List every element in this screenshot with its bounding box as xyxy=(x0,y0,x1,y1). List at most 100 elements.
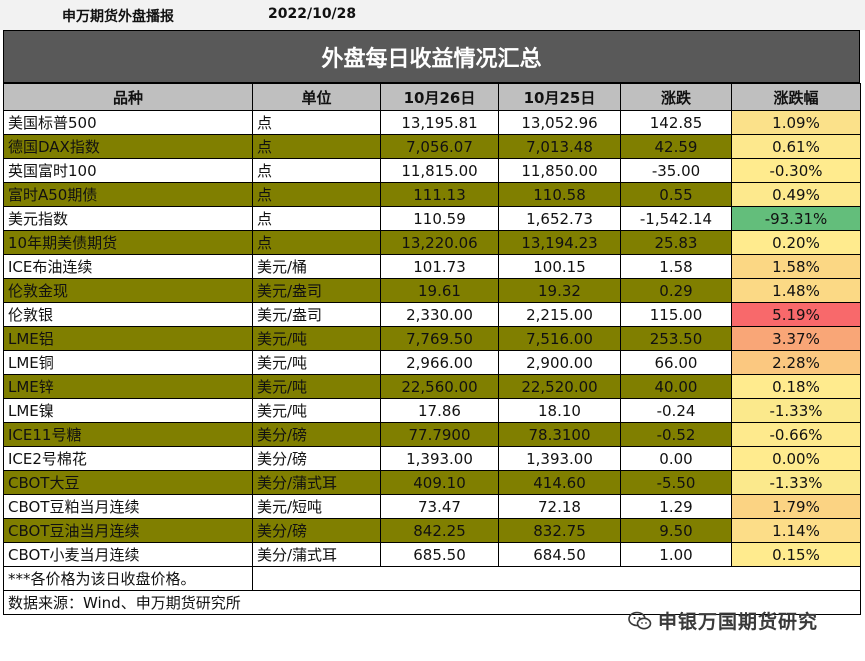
row-unit: 点 xyxy=(252,206,381,231)
row-change: -0.24 xyxy=(620,398,732,423)
row-name: ICE2号棉花 xyxy=(3,446,253,471)
row-change-pct: 0.20% xyxy=(731,230,861,255)
row-name: CBOT小麦当月连续 xyxy=(3,542,253,567)
col-header-pct: 涨跌幅 xyxy=(731,83,861,111)
row-value-d25: 2,215.00 xyxy=(498,302,621,327)
row-name: 美国标普500 xyxy=(3,110,253,135)
row-unit: 美元/吨 xyxy=(252,374,381,399)
row-name: ICE11号糖 xyxy=(3,422,253,447)
row-value-d26: 7,769.50 xyxy=(380,326,499,351)
row-change-pct: 0.00% xyxy=(731,446,861,471)
org-name: 申万期货外盘播报 xyxy=(62,9,174,25)
row-change: 66.00 xyxy=(620,350,732,375)
row-value-d25: 72.18 xyxy=(498,494,621,519)
row-change-pct: -0.66% xyxy=(731,422,861,447)
summary-table: 品种 单位 10月26日 10月25日 涨跌 涨跌幅 美国标普500 点 13,19… xyxy=(3,83,861,615)
row-unit: 美元/吨 xyxy=(252,350,381,375)
table-row: 美元指数点 110.59 1,652.73 -1,542.14 -93.31% xyxy=(3,206,861,231)
row-unit: 美元/桶 xyxy=(252,254,381,279)
row-name: 伦敦金现 xyxy=(3,278,253,303)
row-change-pct: -0.30% xyxy=(731,158,861,183)
row-value-d26: 110.59 xyxy=(380,206,499,231)
row-value-d26: 13,220.06 xyxy=(380,230,499,255)
row-change: 42.59 xyxy=(620,134,732,159)
footer-note-row: ***各价格为该日收盘价格。 xyxy=(3,566,861,591)
row-change: 40.00 xyxy=(620,374,732,399)
table-row: LME镍 美元/吨 17.86 18.10 -0.24 -1.33% xyxy=(3,398,861,423)
row-value-d26: 2,966.00 xyxy=(380,350,499,375)
row-unit: 点 xyxy=(252,182,381,207)
table-row: CBOT豆粕当月连续 美元/短吨 73.47 72.18 1.29 1.79% xyxy=(3,494,861,519)
row-unit: 点 xyxy=(252,134,381,159)
table-title: 外盘每日收益情况汇总 xyxy=(3,30,860,83)
row-value-d26: 11,815.00 xyxy=(380,158,499,183)
row-change: -1,542.14 xyxy=(620,206,732,231)
col-header-d25: 10月25日 xyxy=(498,83,621,111)
row-change: -0.52 xyxy=(620,422,732,447)
row-change-pct: 1.14% xyxy=(731,518,861,543)
row-value-d26: 73.47 xyxy=(380,494,499,519)
row-value-d26: 22,560.00 xyxy=(380,374,499,399)
footer-note-empty xyxy=(252,566,861,591)
row-name: LME锌 xyxy=(3,374,253,399)
row-unit: 美分/磅 xyxy=(252,422,381,447)
row-name: LME铝 xyxy=(3,326,253,351)
row-unit: 美元/短吨 xyxy=(252,494,381,519)
row-name: 德国DAX指数 xyxy=(3,134,253,159)
row-change-pct: 0.61% xyxy=(731,134,861,159)
row-name: CBOT豆粕当月连续 xyxy=(3,494,253,519)
row-change-pct: 2.28% xyxy=(731,350,861,375)
row-value-d25: 18.10 xyxy=(498,398,621,423)
row-change: 1.58 xyxy=(620,254,732,279)
row-value-d25: 832.75 xyxy=(498,518,621,543)
row-change-pct: -1.33% xyxy=(731,398,861,423)
row-change: 0.55 xyxy=(620,182,732,207)
row-value-d26: 77.7900 xyxy=(380,422,499,447)
row-change: 115.00 xyxy=(620,302,732,327)
row-change-pct: 1.48% xyxy=(731,278,861,303)
row-value-d26: 685.50 xyxy=(380,542,499,567)
row-change: 1.29 xyxy=(620,494,732,519)
wechat-icon xyxy=(628,611,652,631)
row-value-d25: 2,900.00 xyxy=(498,350,621,375)
row-value-d25: 100.15 xyxy=(498,254,621,279)
row-change: -35.00 xyxy=(620,158,732,183)
row-change-pct: 3.37% xyxy=(731,326,861,351)
row-name: 10年期美债期货 xyxy=(3,230,253,255)
row-change-pct: -93.31% xyxy=(731,206,861,231)
table-row: 富时A50期债点 111.13 110.58 0.55 0.49% xyxy=(3,182,861,207)
row-unit: 美元/吨 xyxy=(252,326,381,351)
row-value-d25: 1,652.73 xyxy=(498,206,621,231)
table-row: LME铜 美元/吨 2,966.00 2,900.00 66.00 2.28% xyxy=(3,350,861,375)
row-value-d25: 11,850.00 xyxy=(498,158,621,183)
row-value-d25: 110.58 xyxy=(498,182,621,207)
row-name: 伦敦银 xyxy=(3,302,253,327)
row-unit: 点 xyxy=(252,158,381,183)
row-value-d25: 684.50 xyxy=(498,542,621,567)
col-header-name: 品种 xyxy=(3,83,253,111)
row-value-d26: 842.25 xyxy=(380,518,499,543)
row-unit: 美元/吨 xyxy=(252,398,381,423)
row-change-pct: 0.49% xyxy=(731,182,861,207)
table-header-row: 品种 单位 10月26日 10月25日 涨跌 涨跌幅 xyxy=(3,83,861,111)
watermark: 申银万国期货研究 xyxy=(628,607,818,634)
row-name: CBOT豆油当月连续 xyxy=(3,518,253,543)
row-name: 英国富时100 xyxy=(3,158,253,183)
row-value-d25: 7,516.00 xyxy=(498,326,621,351)
row-value-d26: 19.61 xyxy=(380,278,499,303)
row-value-d26: 111.13 xyxy=(380,182,499,207)
footer-source-row: 数据来源：Wind、申万期货研究所 xyxy=(3,590,861,615)
row-change-pct: 0.18% xyxy=(731,374,861,399)
table-row: 英国富时100 点 11,815.00 11,850.00 -35.00 -0.30% xyxy=(3,158,861,183)
row-change-pct: 1.58% xyxy=(731,254,861,279)
row-value-d26: 101.73 xyxy=(380,254,499,279)
row-name: CBOT大豆 xyxy=(3,470,253,495)
row-unit: 点 xyxy=(252,230,381,255)
footer-note: ***各价格为该日收盘价格。 xyxy=(3,566,253,591)
table-row: LME铝 美元/吨 7,769.50 7,516.00 253.50 3.37% xyxy=(3,326,861,351)
row-value-d26: 7,056.07 xyxy=(380,134,499,159)
row-name: 富时A50期债 xyxy=(3,182,253,207)
row-unit: 美分/磅 xyxy=(252,446,381,471)
row-change-pct: 1.79% xyxy=(731,494,861,519)
row-change: 142.85 xyxy=(620,110,732,135)
